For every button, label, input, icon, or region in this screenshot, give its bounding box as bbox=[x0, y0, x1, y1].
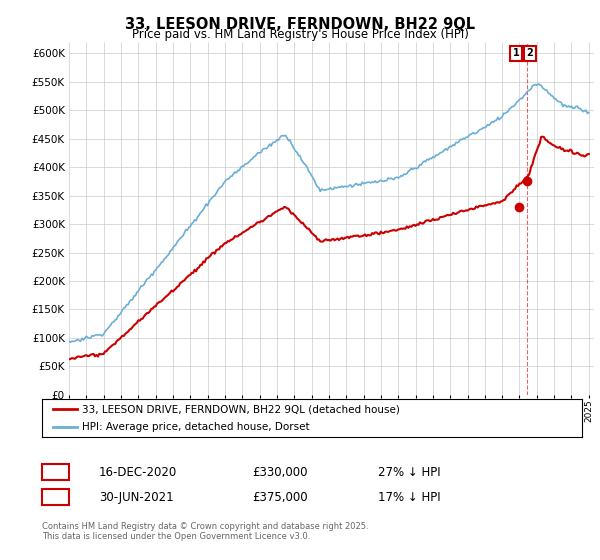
Text: 33, LEESON DRIVE, FERNDOWN, BH22 9QL (detached house): 33, LEESON DRIVE, FERNDOWN, BH22 9QL (de… bbox=[83, 404, 400, 414]
Text: £375,000: £375,000 bbox=[252, 491, 308, 504]
Text: 16-DEC-2020: 16-DEC-2020 bbox=[99, 465, 177, 479]
Text: 33, LEESON DRIVE, FERNDOWN, BH22 9QL: 33, LEESON DRIVE, FERNDOWN, BH22 9QL bbox=[125, 17, 475, 32]
Text: Price paid vs. HM Land Registry's House Price Index (HPI): Price paid vs. HM Land Registry's House … bbox=[131, 28, 469, 41]
Text: 2: 2 bbox=[52, 491, 59, 504]
Text: 1: 1 bbox=[52, 465, 59, 479]
Text: 17% ↓ HPI: 17% ↓ HPI bbox=[378, 491, 440, 504]
Text: 1: 1 bbox=[513, 48, 520, 58]
Text: HPI: Average price, detached house, Dorset: HPI: Average price, detached house, Dors… bbox=[83, 422, 310, 432]
Text: £330,000: £330,000 bbox=[252, 465, 308, 479]
Text: Contains HM Land Registry data © Crown copyright and database right 2025.
This d: Contains HM Land Registry data © Crown c… bbox=[42, 522, 368, 542]
Text: 2: 2 bbox=[527, 48, 533, 58]
Text: 30-JUN-2021: 30-JUN-2021 bbox=[99, 491, 173, 504]
Text: 27% ↓ HPI: 27% ↓ HPI bbox=[378, 465, 440, 479]
